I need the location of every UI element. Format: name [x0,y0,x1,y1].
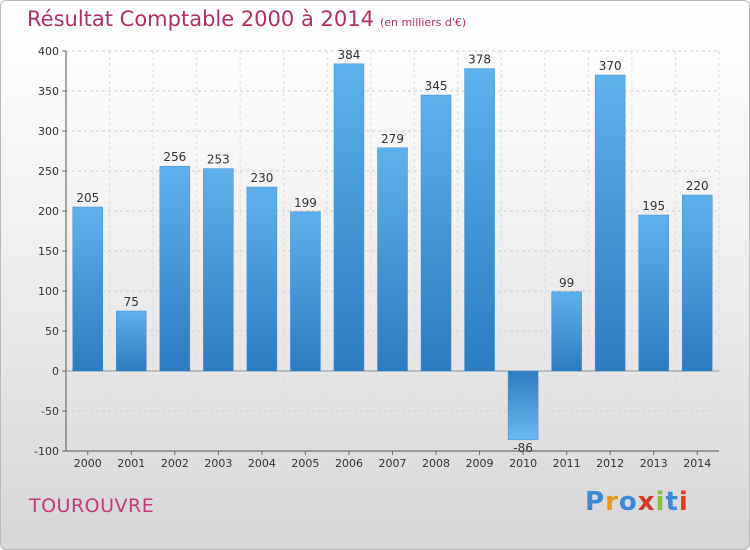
data-label-2000: 205 [76,191,99,205]
x-tick-label-2001: 2001 [117,457,145,470]
y-tick-label: 250 [38,165,59,178]
bar-2004 [246,186,278,372]
x-tick-label-2004: 2004 [248,457,276,470]
data-label-2002: 256 [163,150,186,164]
data-labels: 205 75 256 253 230 199 384 279 345 378 -86 99 370 195… [76,48,708,455]
bars [72,63,713,441]
data-label-2014: 220 [686,179,709,193]
data-label-2007: 279 [381,132,404,146]
bar-2012 [594,74,626,372]
data-label-2004: 230 [250,171,273,185]
x-tick-label-2005: 2005 [291,457,319,470]
x-tick-label-2003: 2003 [204,457,232,470]
bar-2002 [159,165,191,372]
x-tick-label-2009: 2009 [466,457,494,470]
bar-2005 [290,211,321,372]
y-tick-label: -50 [41,405,59,418]
x-tick-label-2007: 2007 [379,457,407,470]
commune-name: TOUROUVRE [29,495,155,517]
bar-2014 [681,194,713,372]
x-tick-label-2013: 2013 [640,457,668,470]
proxiti-logo: Proxiti [585,487,689,517]
data-label-2013: 195 [642,199,665,213]
data-label-2011: 99 [559,276,574,290]
bar-2011 [551,291,582,372]
data-label-2003: 253 [207,153,230,167]
x-tick-label-2006: 2006 [335,457,363,470]
y-tick-label: 350 [38,85,59,98]
bar-2001 [116,310,147,372]
chart-subtitle: (en milliers d'€) [379,16,467,29]
y-tick-label: 300 [38,125,59,138]
bar-2007 [377,147,408,372]
y-tick-label: 400 [38,45,59,58]
bar-2003 [203,168,234,372]
y-tick-label: 0 [52,365,59,378]
data-label-2008: 345 [425,79,448,93]
y-tick-label: -100 [34,445,59,458]
bar-2006 [333,63,365,372]
chart-title: Résultat Comptable 2000 à 2014 (en millie… [27,7,466,31]
y-tick-label: 150 [38,245,59,258]
bar-2008 [420,94,452,372]
chart-title-text: Résultat Comptable 2000 à 2014 [27,7,374,31]
data-label-2001: 75 [124,295,139,309]
y-tick-label: 100 [38,285,59,298]
x-tick-label-2002: 2002 [161,457,189,470]
x-tick-label-2014: 2014 [683,457,711,470]
data-label-2005: 199 [294,196,317,210]
data-label-2006: 384 [338,48,361,62]
bar-2010 [507,370,539,441]
data-label-2009: 378 [468,53,491,67]
x-tick-label-2008: 2008 [422,457,450,470]
data-label-2010: -86 [513,441,533,455]
bar-2013 [638,214,669,372]
x-tick-label-2012: 2012 [596,457,624,470]
x-tick-label-2000: 2000 [74,457,102,470]
bar-2009 [464,68,495,372]
y-tick-label: 50 [45,325,59,338]
axes: -100 -50 0 50 100 150 200 250 300 350 400 2000 2001 2… [34,45,719,470]
x-tick-label-2010: 2010 [509,457,537,470]
y-tick-label: 200 [38,205,59,218]
bar-2000 [72,206,104,372]
x-tick-label-2011: 2011 [553,457,581,470]
data-label-2012: 370 [599,59,622,73]
